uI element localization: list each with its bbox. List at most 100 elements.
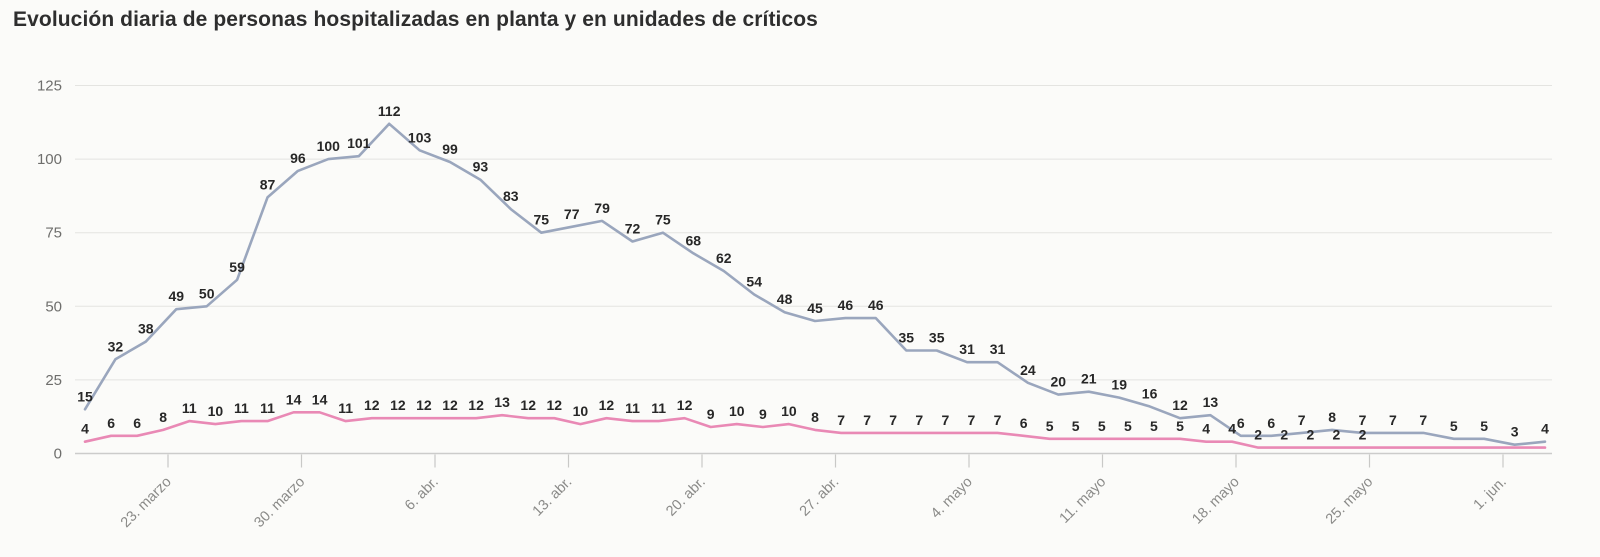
data-point-label: 16 — [1142, 385, 1158, 401]
data-point-label: 13 — [1203, 394, 1219, 410]
data-point-label: 8 — [811, 409, 819, 425]
data-point-label: 103 — [408, 129, 432, 145]
data-point-label: 10 — [573, 403, 589, 419]
data-point-label: 2 — [1254, 427, 1262, 443]
data-point-label: 12 — [468, 397, 484, 413]
x-axis-tick-label: 4. mayo — [928, 474, 976, 522]
data-point-label: 14 — [286, 391, 302, 407]
x-axis-tick-label: 25. mayo — [1323, 474, 1376, 527]
x-axis-tick-label: 27. abr. — [797, 474, 843, 520]
data-point-label: 68 — [686, 232, 702, 248]
data-point-label: 99 — [442, 141, 458, 157]
data-point-label: 5 — [1450, 418, 1458, 434]
data-point-label: 59 — [229, 259, 245, 275]
data-point-label: 3 — [1511, 424, 1519, 440]
data-point-label: 11 — [182, 400, 197, 416]
data-point-label: 112 — [378, 103, 401, 119]
data-point-label: 93 — [473, 159, 489, 175]
series-line-criticos — [83, 410, 1547, 449]
data-point-label: 45 — [807, 300, 823, 316]
x-axis-tick-label: 30. marzo — [251, 474, 308, 531]
data-point-label: 9 — [707, 406, 715, 422]
data-point-label: 10 — [208, 403, 224, 419]
data-point-label: 4 — [81, 421, 89, 437]
y-axis-tick-label: 100 — [37, 151, 62, 168]
data-point-label: 5 — [1098, 418, 1106, 434]
data-point-label: 2 — [1280, 427, 1288, 443]
data-point-label: 10 — [781, 403, 797, 419]
chart-title: Evolución diaria de personas hospitaliza… — [13, 8, 818, 31]
data-point-label: 7 — [915, 412, 923, 428]
y-axis-tick-label: 25 — [45, 372, 62, 389]
data-point-label: 72 — [625, 221, 641, 237]
data-point-label: 12 — [599, 397, 615, 413]
data-point-label: 15 — [77, 388, 93, 404]
data-point-label: 14 — [312, 391, 328, 407]
data-point-label: 77 — [564, 206, 580, 222]
data-point-label: 87 — [260, 176, 276, 192]
data-point-label: 75 — [655, 212, 671, 228]
y-axis-tick-label: 50 — [45, 298, 62, 315]
data-point-label: 6 — [107, 415, 115, 431]
data-point-label: 7 — [1389, 412, 1397, 428]
data-point-label: 11 — [338, 400, 353, 416]
data-point-label: 54 — [746, 274, 762, 290]
data-point-label: 24 — [1020, 362, 1036, 378]
data-point-label: 12 — [416, 397, 432, 413]
data-point-label: 6 — [1020, 415, 1028, 431]
data-point-label: 6 — [133, 415, 141, 431]
data-point-label: 9 — [759, 406, 767, 422]
data-point-label: 100 — [317, 138, 341, 154]
data-point-label: 7 — [942, 412, 950, 428]
data-point-label: 38 — [138, 321, 154, 337]
data-point-label: 7 — [968, 412, 976, 428]
data-point-label: 12 — [364, 397, 380, 413]
data-point-label: 7 — [863, 412, 871, 428]
series-line-planta — [83, 122, 1547, 447]
data-point-label: 5 — [1480, 418, 1488, 434]
x-axis-tick-label: 6. abr. — [402, 474, 442, 514]
data-point-label: 7 — [994, 412, 1002, 428]
data-point-label: 32 — [108, 338, 124, 354]
data-point-label: 31 — [959, 341, 975, 357]
data-point-label: 13 — [494, 394, 510, 410]
data-point-label: 46 — [868, 297, 884, 313]
data-point-label: 4 — [1228, 421, 1236, 437]
data-point-label: 4 — [1541, 421, 1549, 437]
data-point-label: 12 — [442, 397, 458, 413]
data-point-label: 7 — [1298, 412, 1306, 428]
x-axis-tick-label: 11. mayo — [1057, 474, 1110, 527]
data-point-label: 4 — [1202, 421, 1210, 437]
data-point-label: 46 — [838, 297, 854, 313]
data-point-label: 5 — [1072, 418, 1080, 434]
y-axis-tick-label: 75 — [45, 225, 62, 242]
data-point-label: 96 — [290, 150, 306, 166]
data-point-label: 5 — [1150, 418, 1158, 434]
data-point-label: 5 — [1046, 418, 1054, 434]
data-point-label: 12 — [520, 397, 536, 413]
data-point-label: 7 — [837, 412, 845, 428]
data-point-label: 101 — [347, 135, 371, 151]
data-point-label: 20 — [1051, 374, 1067, 390]
data-point-label: 62 — [716, 250, 732, 266]
data-point-label: 49 — [169, 288, 185, 304]
x-axis-tick-label: 18. mayo — [1189, 474, 1242, 527]
data-point-label: 48 — [777, 291, 793, 307]
data-point-label: 12 — [547, 397, 563, 413]
data-point-label: 35 — [899, 330, 915, 346]
data-point-label: 5 — [1176, 418, 1184, 434]
data-point-label: 2 — [1307, 427, 1315, 443]
data-point-label: 5 — [1124, 418, 1132, 434]
data-point-label: 10 — [729, 403, 745, 419]
data-point-label: 8 — [1328, 409, 1336, 425]
data-point-label: 7 — [1359, 412, 1367, 428]
data-point-label: 2 — [1359, 427, 1367, 443]
x-axis-tick-label: 20. abr. — [663, 474, 709, 520]
data-point-label: 35 — [929, 330, 945, 346]
data-point-label: 79 — [594, 200, 610, 216]
data-point-label: 7 — [889, 412, 897, 428]
data-point-label: 21 — [1081, 371, 1097, 387]
x-axis-tick-label: 1. jun. — [1471, 474, 1510, 513]
data-point-label: 12 — [390, 397, 406, 413]
